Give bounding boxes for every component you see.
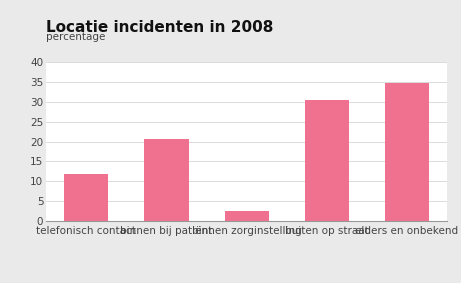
Bar [225, 211, 269, 221]
Bar [305, 100, 349, 221]
Text: percentage: percentage [46, 32, 106, 42]
Text: Locatie incidenten in 2008: Locatie incidenten in 2008 [46, 20, 273, 35]
Bar [65, 174, 108, 221]
Bar [144, 139, 189, 221]
Bar [385, 83, 429, 221]
